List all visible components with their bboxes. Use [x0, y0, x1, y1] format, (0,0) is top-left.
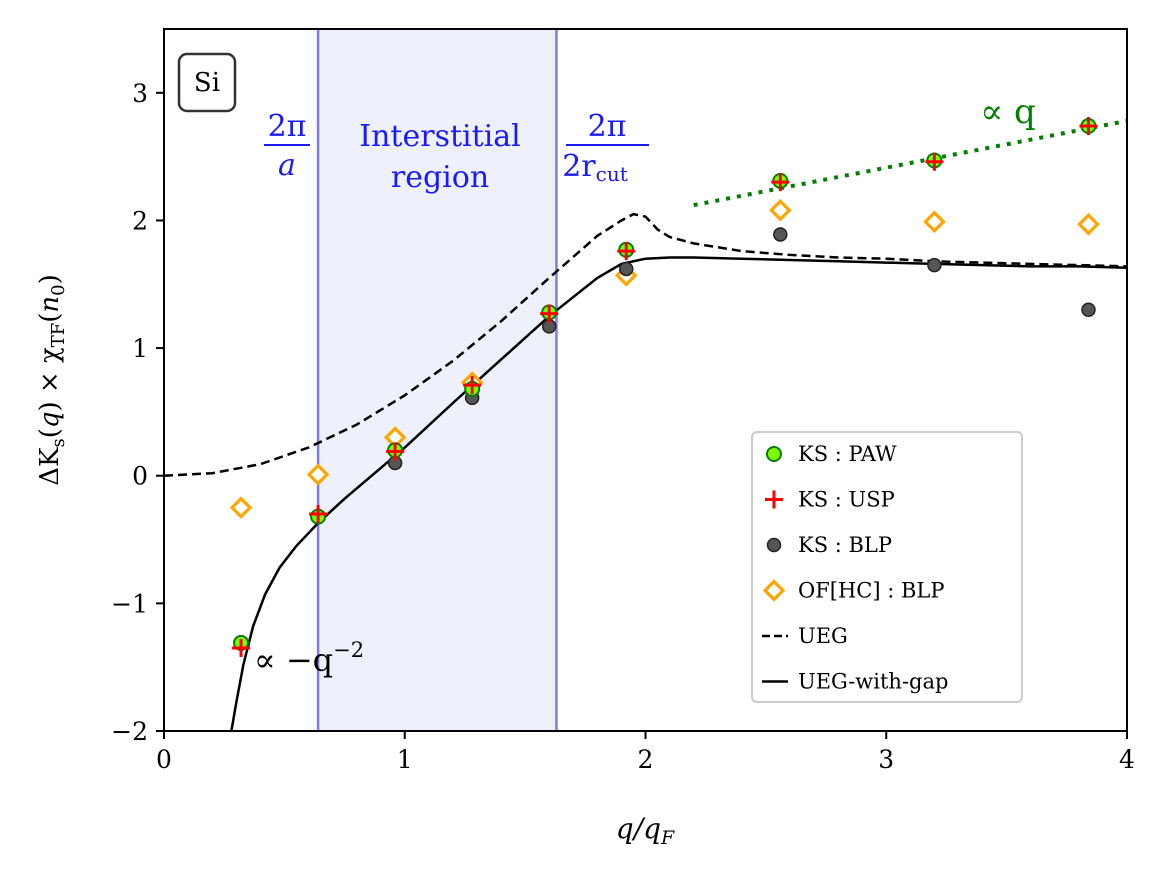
- of-hc-blp-point: [769, 198, 792, 222]
- y-tick-label: 2: [132, 206, 148, 235]
- legend-ks-paw-swatch: [766, 446, 782, 462]
- ks-usp-point: [540, 304, 559, 323]
- y-axis-label: ΔKs(q) × χTF(n0): [35, 274, 69, 486]
- legend-ks-usp-swatch: [765, 490, 783, 509]
- x-tick-label: 2: [638, 745, 654, 774]
- y-tick-label: 0: [132, 462, 148, 491]
- legend-ks-paw-label: KS : PAW: [798, 442, 897, 466]
- ueg-with-gap-curve: [230, 256, 1128, 732]
- legend-box: [751, 431, 1023, 703]
- ks-usp-point: [309, 505, 328, 524]
- y-tick-label: −1: [111, 589, 148, 618]
- region-label-line2: region: [391, 160, 489, 195]
- legend-ks-blp-swatch: [766, 537, 782, 553]
- x-tick-label: 1: [397, 745, 413, 774]
- of-hc-blp-point: [923, 210, 946, 233]
- prop-q-annotation: ∝ q: [980, 92, 1036, 132]
- prop-q2-annotation: ∝ −q−2: [254, 638, 364, 679]
- markers: [229, 117, 1100, 658]
- legend-of-hc-blp-swatch: [762, 579, 786, 602]
- of-hc-blp-point: [1077, 213, 1100, 236]
- x-tick-label: 3: [878, 745, 894, 774]
- vline1-label-num: 2π: [588, 109, 627, 144]
- ks-blp-point: [618, 261, 634, 277]
- ks-blp-point: [773, 227, 788, 242]
- ks-usp-point: [463, 376, 482, 395]
- interstitial-region-shade: [318, 29, 557, 731]
- legend-ks-usp-label: KS : USP: [798, 488, 895, 512]
- material-label: Si: [194, 68, 220, 98]
- legend-ueg-label: UEG: [798, 624, 848, 648]
- legend-ks-blp-label: KS : BLP: [798, 533, 892, 557]
- legend-of-hc-blp-label: OF[HC] : BLP: [798, 579, 945, 603]
- ks-usp-point: [925, 152, 944, 171]
- ticks: 0 1 2 3 4 −2 −1 0 1 2 3: [111, 79, 1135, 774]
- ks-blp-point: [927, 257, 942, 273]
- legend: KS : PAW KS : USP KS : BLP OF[HC] : BLP UEG U…: [751, 431, 1023, 703]
- ks-usp-point: [617, 242, 636, 261]
- x-tick-label: 0: [156, 745, 172, 774]
- ks-usp-point: [1079, 117, 1098, 136]
- prop-q-guide-line: [693, 118, 1128, 208]
- ks-usp-point: [232, 639, 251, 658]
- material-label-box: [177, 52, 237, 113]
- legend-ueg-with-gap-label: UEG-with-gap: [798, 670, 948, 694]
- ks-blp-point: [1081, 302, 1096, 318]
- of-hc-blp-point: [306, 463, 330, 486]
- ks-usp-point: [386, 442, 405, 461]
- region-label-line1: Interstitial: [359, 119, 521, 154]
- y-tick-label: −2: [111, 717, 148, 746]
- of-hc-blp-point: [229, 496, 253, 519]
- svg-text:ΔKs(q) × χTF(n0): ΔKs(q) × χTF(n0): [35, 274, 69, 486]
- vline0-label-num: 2π: [268, 109, 307, 144]
- vline1-label-den: 2rcut: [562, 149, 628, 186]
- vline0-label-den: a: [278, 148, 296, 183]
- ks-usp-point: [771, 173, 790, 192]
- x-tick-label: 4: [1119, 745, 1135, 774]
- y-tick-label: 1: [132, 334, 148, 363]
- y-tick-label: 3: [132, 79, 148, 108]
